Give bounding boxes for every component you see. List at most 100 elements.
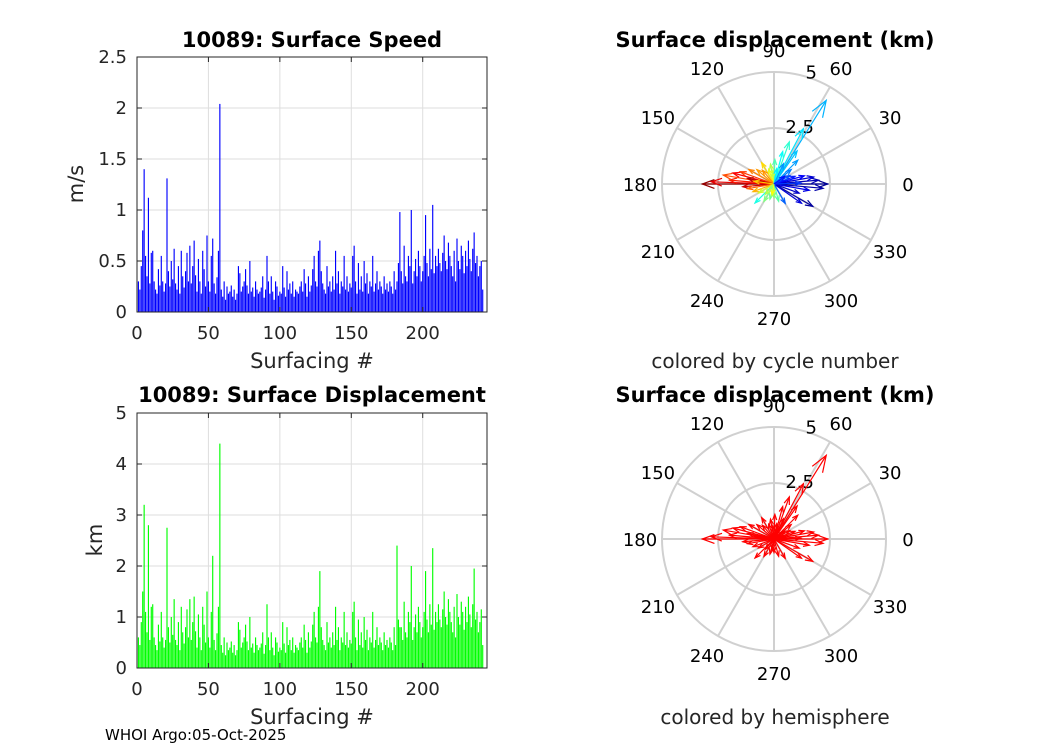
speed-xtick-label: 0 [131,323,142,344]
speed-bar [362,291,364,312]
speed-bar [153,281,155,312]
displacement-bar [276,642,278,668]
polar-cycle-arrow [773,180,803,186]
displacement-bar [167,627,169,668]
speed-bar [477,276,479,312]
polar-hemisphere-radius-label: 2.5 [785,472,814,493]
polar-cycle-arrow [773,166,779,185]
displacement-bar [365,639,367,668]
polar-cycle-arrow [773,98,828,185]
displacement-bar [176,645,178,668]
displacement-bar [377,645,379,668]
speed-bar [420,281,422,312]
speed-bar [425,215,427,312]
displacement-bar [159,641,161,668]
speed-bar [312,269,314,312]
speed-bar [336,283,338,312]
displacement-bar [252,643,254,668]
speed-bar [137,281,139,312]
displacement-bar [147,525,149,668]
speed-bar [277,295,279,312]
displacement-bar [233,645,235,668]
speed-bar [306,296,308,312]
displacement-bar [243,637,245,668]
displacement-bar [392,650,394,668]
speed-bar [355,281,357,312]
polar-hemisphere-arrow [770,538,776,552]
polar-cycle-angle-label: 60 [830,59,853,80]
displacement-bar [370,642,372,668]
displacement-bar [305,639,307,668]
polar-cycle-caption: colored by cycle number [651,349,899,373]
polar-hemisphere-arrow [773,535,803,541]
displacement-bar [183,643,185,668]
displacement-bar [406,637,408,668]
polar-hemisphere-angle-label: 300 [824,646,858,667]
displacement-bar [423,611,425,668]
displacement-bar [325,650,327,668]
polar-hemisphere-angle-label: 150 [641,463,675,484]
polar-hemisphere-title: Surface displacement (km) [615,383,934,407]
speed-bar [285,296,287,312]
displacement-bar [450,622,452,668]
displacement-bar [399,627,401,668]
speed-bar [247,293,249,312]
speed-bar [305,283,307,312]
displacement-bar [302,647,304,668]
displacement-bar [453,606,455,668]
polar-cycle-radius-label: 5 [806,62,817,83]
speed-ytick-label: 0 [116,302,127,323]
speed-bar [162,281,164,312]
polar-cycle-arrow [770,183,776,197]
speed-bar [203,269,205,312]
speed-bar [309,291,311,312]
speed-bar [473,232,475,312]
speed-bar [170,261,172,312]
polar-hemisphere-arrow [756,538,775,549]
polar-cycle-arrow [773,183,780,203]
speed-bar [220,289,222,312]
speed-bar [326,266,328,312]
speed-bar [276,286,278,312]
speed-bar [209,291,211,312]
displacement-bar [337,627,339,668]
displacement-bar [462,611,464,668]
displacement-bar [309,647,311,668]
speed-bar [189,245,191,312]
polar-cycle-arrow [773,183,812,192]
polar-hemisphere-arrow [773,538,780,558]
speed-bar [367,293,369,312]
displacement-bar [187,637,189,668]
speed-bar [229,291,231,312]
displacement-bar [456,594,458,668]
displacement-xtick-label: 100 [263,679,297,700]
speed-bar [292,281,294,312]
displacement-bar [195,631,197,668]
displacement-bar [339,650,341,668]
speed-bar [182,276,184,312]
displacement-bar [435,611,437,668]
speed-bar [235,299,237,312]
polar-cycle-spoke [773,127,872,185]
displacement-bar [242,642,244,668]
polar-cycle-angle-label: 270 [757,309,791,330]
speed-chart-title: 10089: Surface Speed [182,28,442,52]
displacement-bar [409,622,411,668]
displacement-bar [457,617,459,668]
displacement-bar [366,629,368,668]
displacement-bar [340,637,342,668]
speed-bar [359,289,361,312]
displacement-bar [153,637,155,668]
speed-bar [195,275,197,312]
speed-bar [297,293,299,312]
speed-bar [445,261,447,312]
speed-bar [287,289,289,312]
surface-displacement-chart: 10089: Surface Displacement Surfacing # … [83,383,488,729]
speed-bar [317,250,319,312]
polar-hemisphere-arrow [751,538,775,548]
displacement-bar [186,609,188,668]
displacement-bar [173,599,175,668]
speed-bar [475,263,477,312]
speed-bar [142,230,144,312]
